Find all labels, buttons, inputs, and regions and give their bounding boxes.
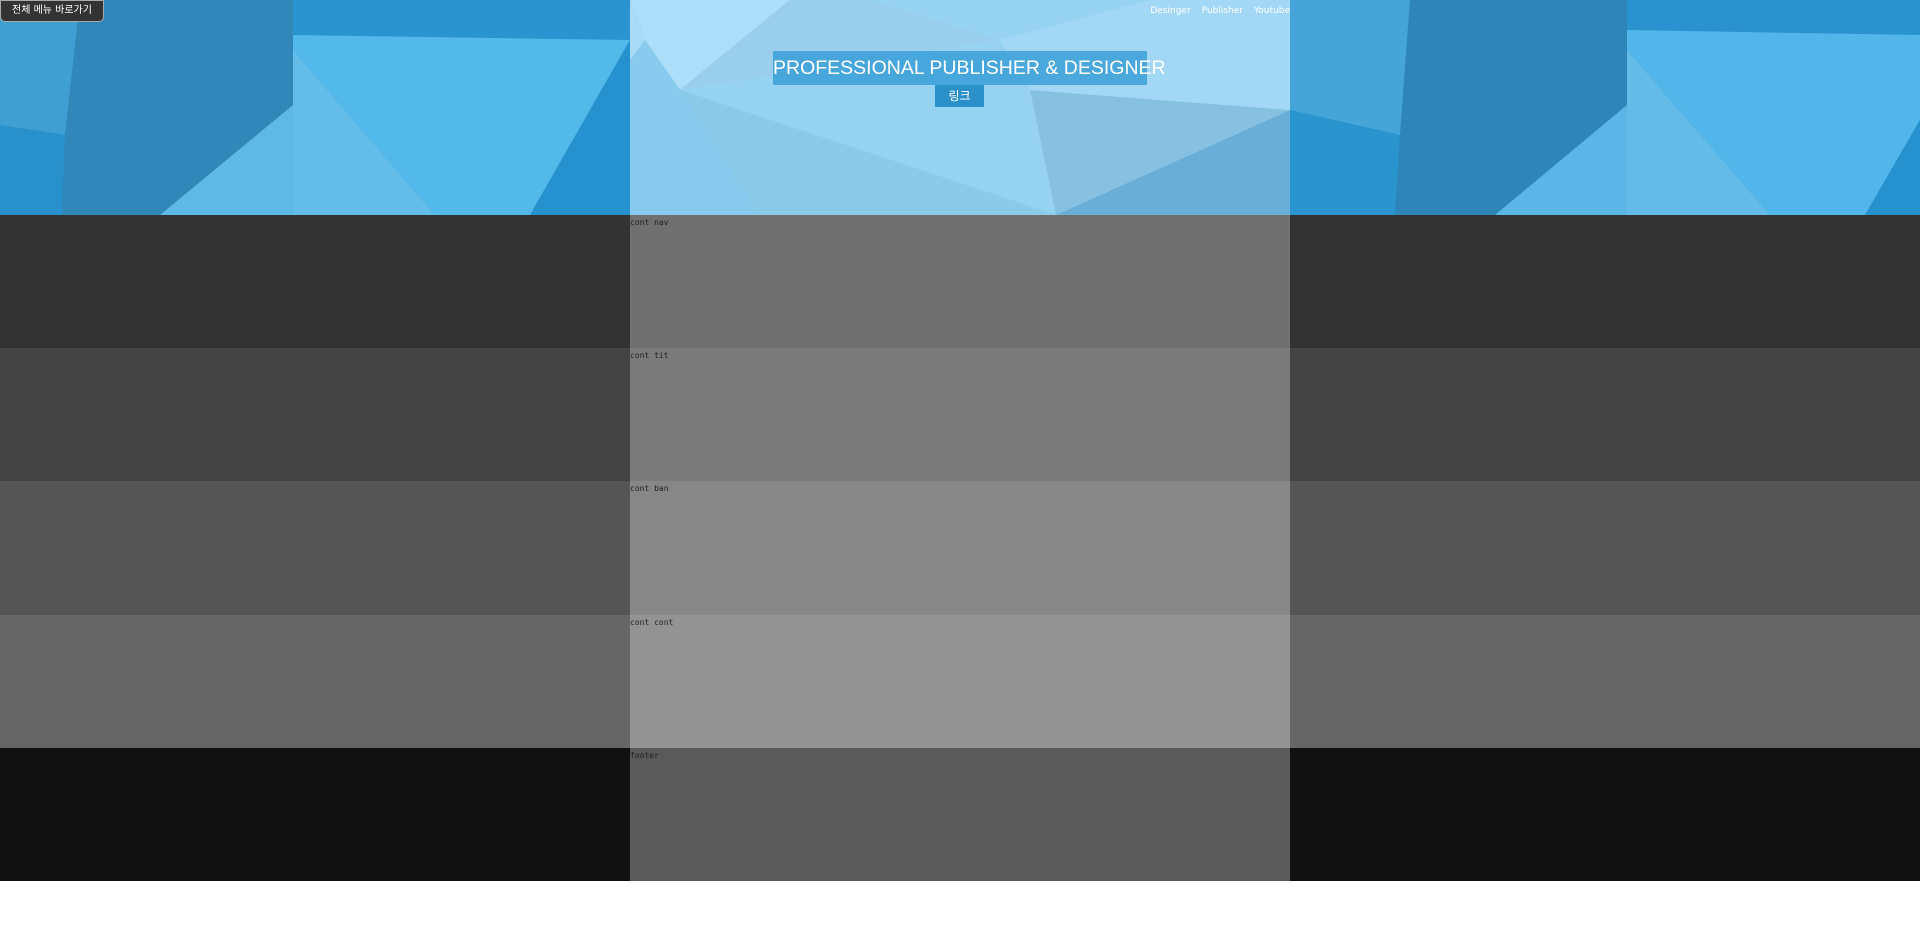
footer-label: footer xyxy=(630,751,659,760)
section-center: cont cont xyxy=(630,615,1290,748)
section-label: cont cont xyxy=(630,618,674,627)
skip-to-menu-link[interactable]: 전체 메뉴 바로가기 xyxy=(0,0,104,22)
header-banner: Desinger Publisher Youtube PROFESSIONAL … xyxy=(0,0,1920,215)
site-title: PROFESSIONAL PUBLISHER & DESIGNER xyxy=(773,51,1166,85)
section-cont-tit: cont tit xyxy=(0,348,1920,481)
polygon-background xyxy=(0,0,1920,215)
footer: footer xyxy=(0,748,1920,881)
section-center: cont tit xyxy=(630,348,1290,481)
nav-link-publisher[interactable]: Publisher xyxy=(1201,6,1243,16)
section-label: cont nav xyxy=(630,218,669,227)
title-link-button[interactable]: 링크 xyxy=(935,85,984,107)
section-label: cont ban xyxy=(630,484,669,493)
header-center-column: Desinger Publisher Youtube PROFESSIONAL … xyxy=(630,0,1290,215)
nav-link-designer[interactable]: Desinger xyxy=(1150,6,1191,16)
section-label: cont tit xyxy=(630,351,669,360)
nav-link-youtube[interactable]: Youtube xyxy=(1254,6,1290,16)
section-cont-cont: cont cont xyxy=(0,615,1920,748)
section-center: cont ban xyxy=(630,481,1290,615)
section-center: cont nav xyxy=(630,215,1290,348)
section-cont-ban: cont ban xyxy=(0,481,1920,615)
top-nav: Desinger Publisher Youtube xyxy=(1150,6,1290,16)
section-cont-nav: cont nav xyxy=(0,215,1920,348)
footer-center: footer xyxy=(630,748,1290,881)
